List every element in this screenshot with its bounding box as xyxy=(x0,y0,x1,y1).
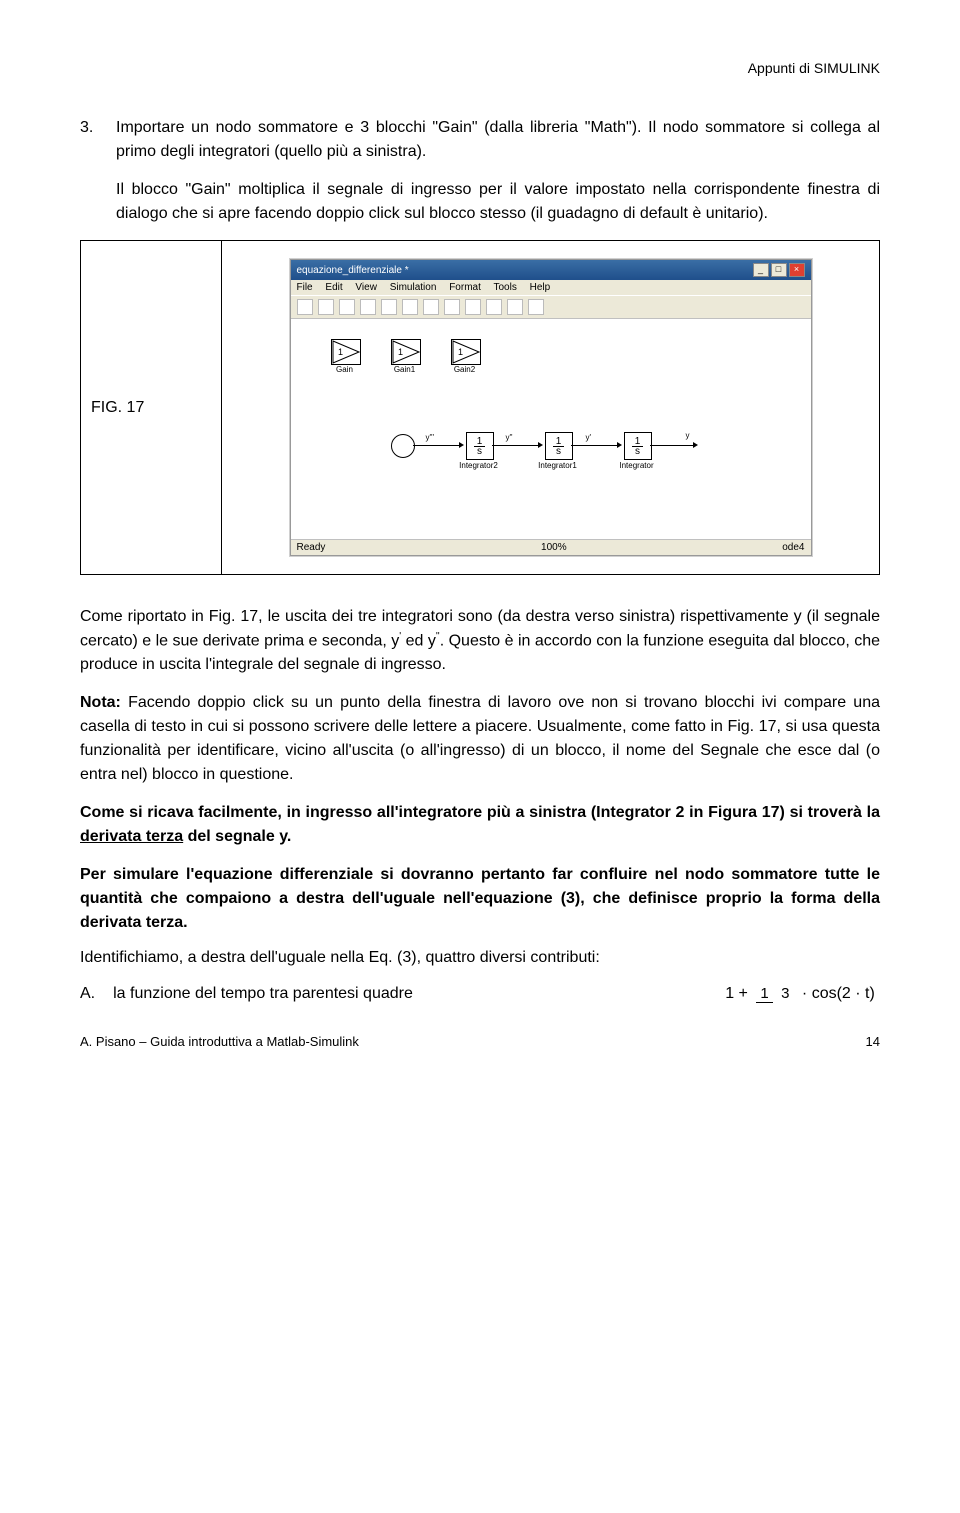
section-3-text2: Il blocco "Gain" moltiplica il segnale d… xyxy=(80,178,880,226)
menu-help: Help xyxy=(530,282,551,293)
arrow-icon xyxy=(459,442,464,448)
status-bar: Ready 100% ode4 xyxy=(291,539,811,555)
p1-mid: ed y xyxy=(401,632,436,649)
menu-tools: Tools xyxy=(493,282,516,293)
footer-left: A. Pisano – Guida introduttiva a Matlab-… xyxy=(80,1034,359,1049)
status-left: Ready xyxy=(297,542,326,553)
toolbar-icon xyxy=(360,299,376,315)
menu-file: File xyxy=(297,282,313,293)
figure-label: FIG. 17 xyxy=(91,399,161,417)
window-titlebar: equazione_differenziale * _ □ × xyxy=(291,260,811,280)
section-3-text1: Importare un nodo sommatore e 3 blocchi … xyxy=(116,116,880,164)
int-den: s xyxy=(632,447,643,456)
int-den: s xyxy=(553,447,564,456)
toolbar-icon xyxy=(528,299,544,315)
A-eq-post: · cos(2 · t) xyxy=(802,986,875,1003)
simulink-window: equazione_differenziale * _ □ × File Edi… xyxy=(290,259,812,556)
toolbar-icon xyxy=(423,299,439,315)
wire xyxy=(650,445,695,446)
int-den: s xyxy=(474,447,485,456)
int-num: 1 xyxy=(553,437,565,447)
footer-page: 14 xyxy=(866,1034,880,1049)
toolbar-icon xyxy=(339,299,355,315)
wire xyxy=(492,445,540,446)
int-num: 1 xyxy=(632,437,644,447)
integrator-block: 1 s xyxy=(624,432,652,460)
page-footer: A. Pisano – Guida introduttiva a Matlab-… xyxy=(80,1034,880,1049)
bold1-b: del segnale y. xyxy=(183,828,291,845)
A-eq-pre: 1 + xyxy=(725,986,748,1003)
maximize-icon: □ xyxy=(771,263,787,277)
close-icon: × xyxy=(789,263,805,277)
section-number: 3. xyxy=(80,116,100,164)
integrator2-label: Integrator2 xyxy=(451,461,506,470)
gain1-label: Gain1 xyxy=(385,365,425,374)
integrator2-block: 1 s xyxy=(466,432,494,460)
bold1-u: derivata terza xyxy=(80,828,183,845)
section-3-intro: 3. Importare un nodo sommatore e 3 blocc… xyxy=(80,116,880,164)
A-eq-num: 1 xyxy=(756,985,772,1003)
toolbar-icon xyxy=(507,299,523,315)
toolbar-icon xyxy=(318,299,334,315)
menu-bar: File Edit View Simulation Format Tools H… xyxy=(291,280,811,295)
svg-text:1: 1 xyxy=(338,347,343,357)
window-buttons: _ □ × xyxy=(753,263,805,277)
para-fig17-desc: Come riportato in Fig. 17, le uscita dei… xyxy=(80,605,880,677)
gain1-block: 1 xyxy=(391,339,421,365)
status-right: ode4 xyxy=(782,542,804,553)
signal-y: y xyxy=(686,431,690,440)
figure-container: FIG. 17 equazione_differenziale * _ □ × … xyxy=(80,240,880,575)
menu-view: View xyxy=(355,282,377,293)
toolbar xyxy=(291,295,811,319)
svg-text:1: 1 xyxy=(458,347,463,357)
nota-label: Nota: xyxy=(80,694,121,711)
svg-text:1: 1 xyxy=(398,347,403,357)
toolbar-icon xyxy=(297,299,313,315)
item-A: A. la funzione del tempo tra parentesi q… xyxy=(80,985,880,1003)
model-canvas: 1 Gain 1 Gain1 1 Gain2 y''' xyxy=(291,319,811,539)
menu-simulation: Simulation xyxy=(390,282,437,293)
window-title: equazione_differenziale * xyxy=(297,265,409,276)
page-header: Appunti di SIMULINK xyxy=(80,60,880,76)
bold-para-1: Come si ricava facilmente, in ingresso a… xyxy=(80,801,880,849)
status-mid: 100% xyxy=(541,542,567,553)
gain-block: 1 xyxy=(331,339,361,365)
gain2-block: 1 xyxy=(451,339,481,365)
integrator1-block: 1 s xyxy=(545,432,573,460)
toolbar-icon xyxy=(465,299,481,315)
toolbar-icon xyxy=(402,299,418,315)
identify-line: Identifichiamo, a destra dell'uguale nel… xyxy=(80,949,880,967)
signal-y2: y'' xyxy=(506,433,513,442)
A-eq-den: 3 xyxy=(777,985,793,1002)
sum-block xyxy=(391,434,415,458)
minimize-icon: _ xyxy=(753,263,769,277)
signal-y1: y' xyxy=(586,433,592,442)
arrow-icon xyxy=(617,442,622,448)
A-equation: 1 + 1 3 · cos(2 · t) xyxy=(720,985,880,1003)
gain-label: Gain xyxy=(325,365,365,374)
nota-paragraph: Nota: Facendo doppio click su un punto d… xyxy=(80,691,880,787)
A-letter: A. xyxy=(80,985,95,1003)
arrow-icon xyxy=(693,442,698,448)
integrator-label: Integrator xyxy=(609,461,664,470)
wire xyxy=(571,445,619,446)
gain2-label: Gain2 xyxy=(445,365,485,374)
bold-para-2: Per simulare l'equazione differenziale s… xyxy=(80,863,880,935)
menu-edit: Edit xyxy=(325,282,342,293)
signal-y3: y''' xyxy=(426,433,435,442)
bold1-a: Come si ricava facilmente, in ingresso a… xyxy=(80,804,880,821)
integrator1-label: Integrator1 xyxy=(530,461,585,470)
int-num: 1 xyxy=(474,437,486,447)
A-text: la funzione del tempo tra parentesi quad… xyxy=(113,985,702,1003)
toolbar-icon xyxy=(486,299,502,315)
menu-format: Format xyxy=(449,282,481,293)
toolbar-icon xyxy=(444,299,460,315)
toolbar-icon xyxy=(381,299,397,315)
wire xyxy=(413,445,461,446)
arrow-icon xyxy=(538,442,543,448)
nota-text: Facendo doppio click su un punto della f… xyxy=(80,694,880,783)
